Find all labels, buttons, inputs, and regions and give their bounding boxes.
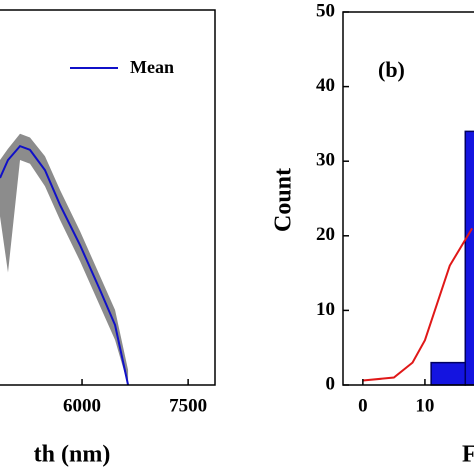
- y-tick-label: 30: [316, 150, 335, 171]
- y-tick-label: 50: [316, 0, 335, 21]
- fit-curve: [362, 227, 473, 382]
- legend-label: Mean: [130, 57, 174, 77]
- bar: [464, 130, 474, 386]
- y-tick-label: 40: [316, 75, 335, 96]
- mean-line: [0, 144, 130, 386]
- x-tick-label: 10: [415, 395, 434, 416]
- bar: [430, 361, 467, 386]
- x-tick-label: 0: [358, 395, 368, 416]
- spread-band: [0, 133, 129, 385]
- y-tick-label: 20: [316, 224, 335, 245]
- y-tick-label: 0: [326, 373, 336, 394]
- y-axis-label: Count: [271, 168, 297, 232]
- annotation: (b): [378, 57, 405, 82]
- y-tick-label: 10: [316, 299, 335, 320]
- frame: [0, 9, 216, 386]
- x-axis-label: th (nm): [34, 442, 111, 468]
- x-axis-label: F: [462, 442, 474, 468]
- x-tick-label: 7500: [169, 395, 207, 416]
- x-tick-label: 6000: [63, 395, 101, 416]
- frame: [342, 11, 474, 386]
